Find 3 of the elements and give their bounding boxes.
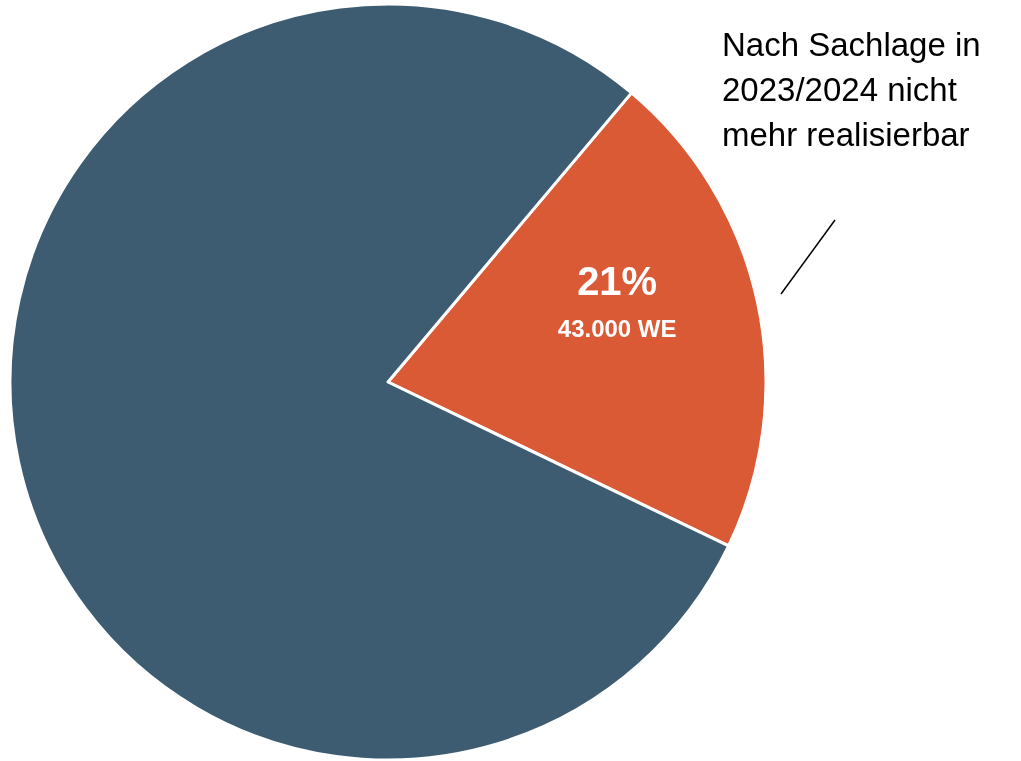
data-label: 21% bbox=[577, 258, 658, 303]
slice-label: Nach Sachlage in 2023/2024 nicht mehr realisierbar bbox=[722, 26, 981, 153]
text: 43.000 WE bbox=[557, 314, 677, 342]
